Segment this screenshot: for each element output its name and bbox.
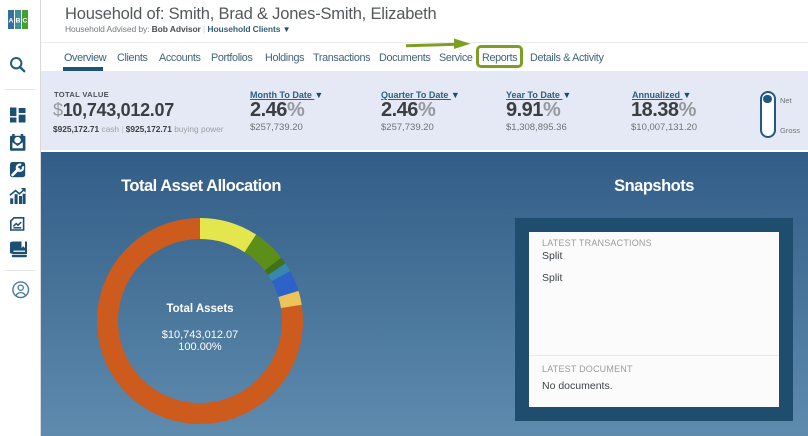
svg-text:C: C bbox=[23, 18, 28, 25]
svg-text:A: A bbox=[9, 18, 14, 25]
svg-text:B: B bbox=[16, 18, 21, 25]
